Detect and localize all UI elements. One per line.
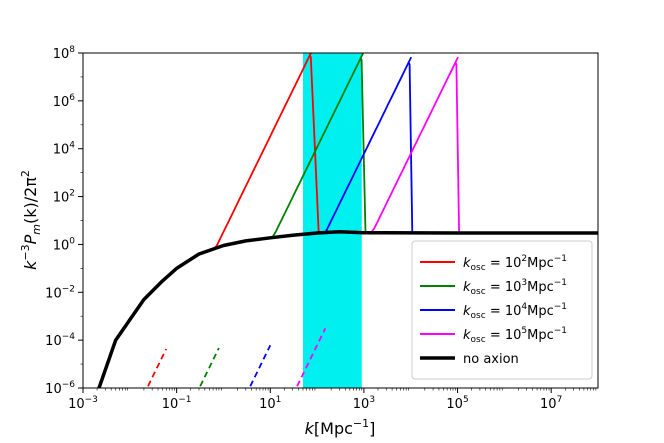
legend-label-baseline: no axion	[463, 352, 519, 367]
legend-label-part: = 10	[486, 328, 522, 343]
series-1-linear-dashed	[146, 348, 168, 388]
y-tick-label: 104	[53, 141, 76, 158]
legend-label-part: k	[463, 280, 471, 295]
legend-label-part: Mpc	[527, 256, 554, 271]
y-tick-exp: 6	[69, 93, 75, 103]
baseline-no-axion-line	[97, 229, 598, 388]
y-tick-exp: −2	[62, 284, 75, 294]
x-tick-base: 10	[446, 397, 463, 412]
x-axis-label-exp: −1	[353, 417, 369, 430]
y-axis-label-p: P	[21, 234, 40, 244]
legend-label-part: −1	[554, 278, 567, 288]
legend-label-part: 5	[521, 326, 527, 336]
y-tick-base: 10	[53, 95, 70, 110]
series-2-continuation-dashed	[359, 53, 365, 59]
x-axis-label-var: k	[305, 419, 315, 438]
y-tick-label: 10−2	[45, 284, 75, 301]
y-tick-label: 100	[53, 236, 76, 253]
y-axis-label-p-sub: m	[30, 224, 43, 235]
y-tick-base: 10	[53, 191, 70, 206]
x-tick-label: 103	[353, 395, 375, 412]
x-axis-label-units: [Mpc	[314, 419, 353, 438]
legend-label-part: −1	[554, 254, 567, 264]
x-tick-base: 10	[353, 397, 370, 412]
x-tick-label: 101	[259, 395, 281, 412]
legend-label-part: 4	[521, 302, 527, 312]
legend-label-part: k	[463, 256, 471, 271]
y-tick-label: 10−6	[45, 380, 75, 397]
legend-label-part: −1	[554, 326, 567, 336]
y-tick-exp: 2	[69, 189, 75, 199]
x-tick-exp: −3	[85, 395, 98, 405]
legend-label-4: kosc = 105Mpc−1	[463, 326, 567, 345]
y-tick-exp: 0	[69, 236, 75, 246]
legend-label-part: Mpc	[527, 328, 554, 343]
legend-label-part: Mpc	[527, 280, 554, 295]
y-tick-base: 10	[45, 382, 62, 397]
legend-label-part: = 10	[486, 280, 522, 295]
legend-box	[411, 240, 593, 380]
legend-label-part: osc	[471, 311, 486, 321]
legend-label-1: kosc = 102Mpc−1	[463, 254, 567, 273]
x-tick-base: 10	[68, 397, 85, 412]
x-axis-label: k[Mpc−1]	[305, 417, 376, 438]
x-axis-label-close: ]	[369, 419, 375, 438]
legend-label-part: k	[463, 304, 471, 319]
y-tick-base: 10	[53, 238, 70, 253]
y-tick-label: 10−4	[45, 332, 75, 349]
x-tick-base: 10	[540, 397, 557, 412]
y-tick-exp: −4	[62, 332, 76, 342]
x-tick-exp: −1	[178, 395, 191, 405]
legend-label-part: osc	[471, 263, 486, 273]
x-tick-exp: 1	[276, 395, 282, 405]
y-tick-exp: −6	[62, 380, 76, 390]
y-axis-label-k-exp: −3	[19, 244, 32, 260]
y-tick-exp: 4	[69, 141, 75, 151]
y-axis-label-rest: (k)/2π	[21, 177, 40, 224]
x-tick-exp: 3	[369, 395, 375, 405]
y-tick-label: 102	[53, 189, 75, 206]
y-tick-base: 10	[45, 286, 62, 301]
legend-label-part: k	[463, 328, 471, 343]
y-tick-label: 106	[53, 93, 76, 110]
y-tick-exp: 8	[69, 45, 75, 55]
x-tick-label: 107	[540, 395, 562, 412]
y-tick-base: 10	[53, 47, 70, 62]
legend-label-2: kosc = 103Mpc−1	[463, 278, 567, 297]
series-2-linear-dashed	[198, 347, 220, 388]
x-tick-exp: 5	[463, 395, 469, 405]
series-4-linear-dashed	[295, 328, 327, 388]
legend-label-part: Mpc	[527, 304, 554, 319]
y-tick-label: 108	[53, 45, 76, 62]
y-axis-label-k: k	[21, 260, 40, 270]
legend-label-3: kosc = 104Mpc−1	[463, 302, 567, 321]
series-3-continuation-dashed	[407, 53, 415, 63]
x-tick-base: 10	[259, 397, 276, 412]
series-4-continuation-dashed	[454, 53, 462, 63]
legend-label-part: 2	[521, 254, 527, 264]
x-tick-base: 10	[162, 397, 179, 412]
legend-label-part: 3	[521, 278, 527, 288]
x-tick-label: 105	[446, 395, 468, 412]
x-tick-label: 10−3	[68, 395, 98, 412]
legend-label-part: = 10	[486, 304, 522, 319]
y-tick-base: 10	[45, 334, 62, 349]
y-tick-base: 10	[53, 143, 70, 158]
x-tick-exp: 7	[557, 395, 563, 405]
y-axis-label-rest-exp: 2	[19, 170, 32, 177]
legend-label-part: = 10	[486, 256, 522, 271]
legend-label-part: −1	[554, 302, 567, 312]
legend-label-part: osc	[471, 287, 486, 297]
x-tick-label: 10−1	[162, 395, 192, 412]
legend-label-part: osc	[471, 335, 486, 345]
y-axis-label: k−3Pm(k)/2π2	[19, 170, 43, 270]
shaded-band	[302, 53, 362, 388]
